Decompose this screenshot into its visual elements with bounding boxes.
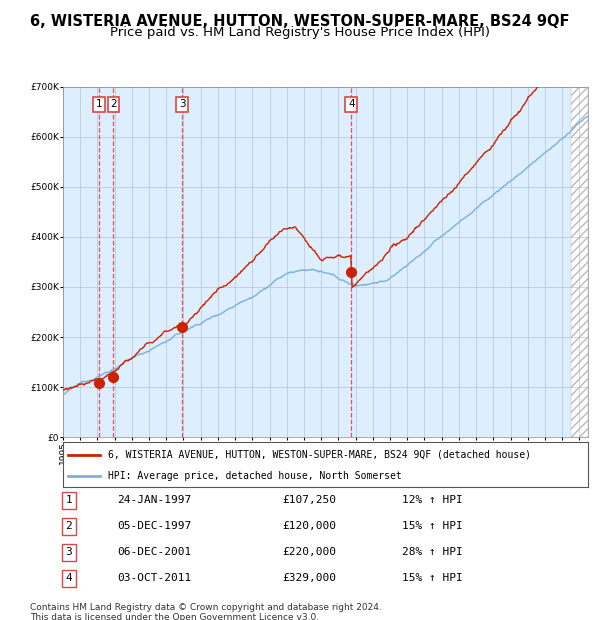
Text: Contains HM Land Registry data © Crown copyright and database right 2024.
This d: Contains HM Land Registry data © Crown c… bbox=[30, 603, 382, 620]
Text: £120,000: £120,000 bbox=[282, 521, 336, 531]
Text: £329,000: £329,000 bbox=[282, 574, 336, 583]
Text: 1: 1 bbox=[65, 495, 73, 505]
Text: 6, WISTERIA AVENUE, HUTTON, WESTON-SUPER-MARE, BS24 9QF (detached house): 6, WISTERIA AVENUE, HUTTON, WESTON-SUPER… bbox=[107, 450, 530, 459]
Text: HPI: Average price, detached house, North Somerset: HPI: Average price, detached house, Nort… bbox=[107, 471, 401, 480]
Text: 15% ↑ HPI: 15% ↑ HPI bbox=[402, 574, 463, 583]
Text: 2: 2 bbox=[110, 99, 117, 109]
Text: 28% ↑ HPI: 28% ↑ HPI bbox=[402, 547, 463, 557]
Text: 15% ↑ HPI: 15% ↑ HPI bbox=[402, 521, 463, 531]
Polygon shape bbox=[571, 87, 588, 437]
Text: Price paid vs. HM Land Registry's House Price Index (HPI): Price paid vs. HM Land Registry's House … bbox=[110, 26, 490, 39]
Text: 05-DEC-1997: 05-DEC-1997 bbox=[117, 521, 191, 531]
Text: £107,250: £107,250 bbox=[282, 495, 336, 505]
Text: 03-OCT-2011: 03-OCT-2011 bbox=[117, 574, 191, 583]
Text: 1: 1 bbox=[95, 99, 102, 109]
Text: 4: 4 bbox=[65, 574, 73, 583]
Text: 12% ↑ HPI: 12% ↑ HPI bbox=[402, 495, 463, 505]
Text: 06-DEC-2001: 06-DEC-2001 bbox=[117, 547, 191, 557]
Text: 2: 2 bbox=[65, 521, 73, 531]
Text: 3: 3 bbox=[65, 547, 73, 557]
Text: 24-JAN-1997: 24-JAN-1997 bbox=[117, 495, 191, 505]
Text: 4: 4 bbox=[348, 99, 355, 109]
Text: 6, WISTERIA AVENUE, HUTTON, WESTON-SUPER-MARE, BS24 9QF: 6, WISTERIA AVENUE, HUTTON, WESTON-SUPER… bbox=[30, 14, 570, 29]
Text: £220,000: £220,000 bbox=[282, 547, 336, 557]
Text: 3: 3 bbox=[179, 99, 185, 109]
